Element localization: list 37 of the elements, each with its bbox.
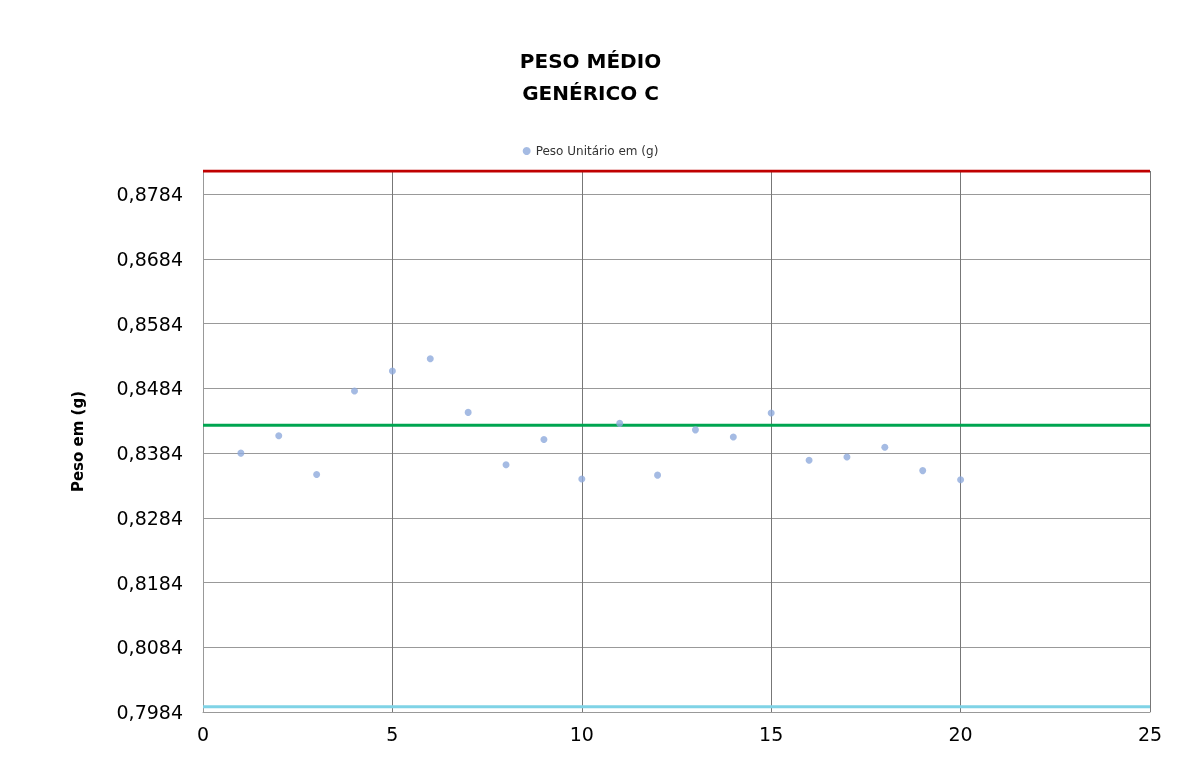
y-tick-label: 0,8584 [116, 312, 183, 335]
x-tick-label: 20 [948, 722, 973, 745]
point [805, 456, 813, 464]
point [351, 387, 359, 395]
point [654, 471, 662, 479]
point [691, 426, 699, 434]
y-tick-label: 0,7984 [116, 701, 183, 723]
point [464, 408, 472, 416]
y-tick-label: 0,8484 [116, 377, 183, 400]
x-tick-label: 15 [759, 722, 784, 745]
point [729, 433, 737, 441]
point [767, 409, 775, 417]
point [616, 419, 624, 427]
y-tick-label: 0,8184 [116, 571, 183, 594]
point [578, 475, 586, 483]
chart-title: PESO MÉDIO GENÉRICO C [519, 49, 662, 105]
point [957, 476, 965, 484]
x-tick-label: 0 [196, 722, 210, 745]
point [313, 471, 321, 478]
legend-label: Peso Unitário em (g) [535, 144, 659, 158]
point [881, 443, 889, 451]
y-tick-label: 0,8084 [116, 636, 183, 659]
x-tick-label: 10 [569, 722, 594, 745]
point [237, 449, 245, 457]
point [502, 461, 510, 469]
x-tick-label: 5 [386, 722, 399, 745]
point [388, 367, 396, 375]
y-tick-label: 0,8684 [116, 248, 183, 271]
point [540, 436, 548, 444]
y-axis-title: Peso em (g) [68, 390, 87, 493]
point [919, 467, 927, 475]
y-tick-label: 0,8284 [116, 506, 183, 529]
y-tick-label: 0,8784 [116, 183, 183, 206]
point [275, 432, 283, 440]
y-tick-label: 0,8384 [116, 442, 183, 465]
point [426, 355, 434, 363]
x-tick-label: 25 [1137, 722, 1163, 745]
